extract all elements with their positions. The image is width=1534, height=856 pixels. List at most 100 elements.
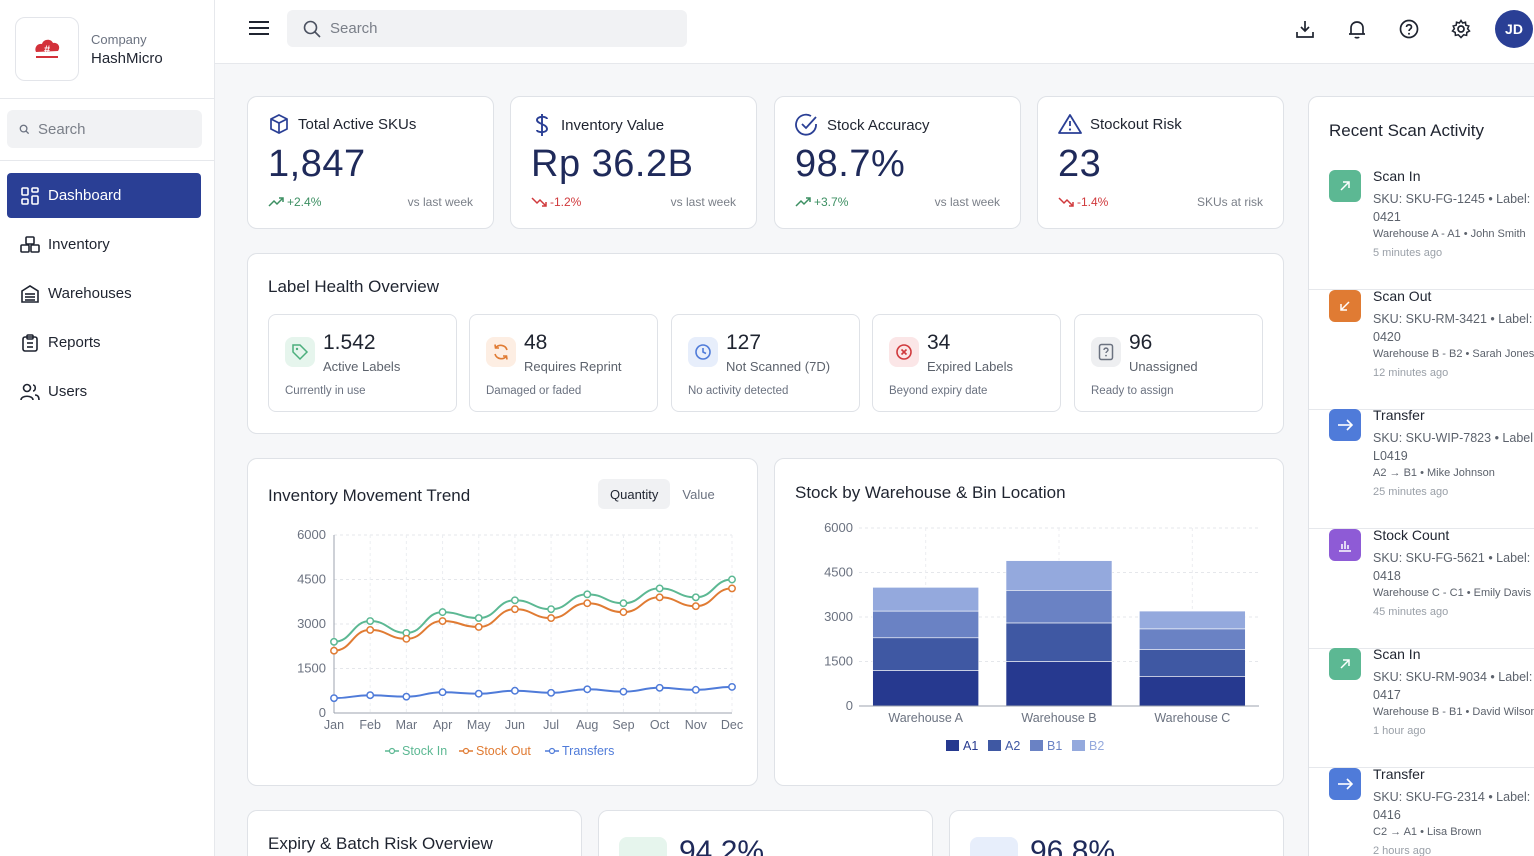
sidebar-item-reports[interactable]: Reports (7, 320, 201, 365)
expiry-title: Expiry & Batch Risk Overview (268, 834, 493, 853)
data-point (366, 617, 375, 625)
sidebar-item-inventory[interactable]: Inventory (7, 222, 201, 267)
x-tick-label: Warehouse A (888, 711, 963, 725)
kpi-delta: -1.4% (1058, 195, 1108, 209)
legend-label: Stock Out (476, 744, 531, 758)
activity-item[interactable]: Scan In SKU: SKU-RM-9034 • Label: L0417 Wa… (1309, 646, 1534, 768)
toggle-value[interactable]: Value (682, 486, 715, 502)
label-card-label: Not Scanned (7D) (726, 359, 831, 374)
settings-button[interactable] (1450, 18, 1472, 40)
sidebar-item-warehouses[interactable]: Warehouses (7, 271, 201, 316)
bottom-stat-value: 94.2% (679, 835, 765, 856)
activity-time: 12 minutes ago (1373, 366, 1449, 379)
sidebar-item-users[interactable]: Users (7, 369, 201, 414)
label-card-value: 34 (927, 331, 951, 354)
activity-meta: Warehouse A - A1 • John Smith (1373, 228, 1526, 240)
label-health-panel: Label Health Overview 1.542 Active Label… (247, 253, 1284, 434)
data-point (728, 584, 736, 593)
sidebar-item-dashboard[interactable]: Dashboard (7, 173, 201, 218)
legend-swatch (1072, 740, 1085, 751)
x-tick-label: Warehouse B (1021, 711, 1096, 725)
arrow-right-icon (1329, 767, 1361, 800)
label-card-expired[interactable]: 34 Expired Labels Beyond expiry date (872, 314, 1061, 412)
data-point (583, 599, 592, 608)
arrow-right-icon (1329, 409, 1361, 441)
trend-up-icon (268, 197, 284, 207)
topbar: Search JD (215, 0, 1534, 64)
global-search-input[interactable]: Search (287, 10, 687, 47)
label-card-unassigned[interactable]: 96 Unassigned Ready to assign (1074, 314, 1263, 412)
warehouse-icon (20, 284, 40, 304)
kpi-value: 1,847 (268, 143, 366, 185)
bar-segment (1005, 590, 1113, 624)
x-tick-label: Warehouse C (1154, 711, 1230, 725)
menu-toggle-button[interactable] (249, 20, 269, 41)
y-tick-label: 4500 (297, 572, 326, 587)
user-avatar[interactable]: JD (1495, 10, 1533, 48)
kpi-delta: +2.4% (268, 195, 321, 209)
activity-item[interactable]: Scan Out SKU: SKU-RM-3421 • Label: L0420 W… (1309, 288, 1534, 410)
sidebar-item-label: Reports (48, 334, 101, 351)
series-line (333, 587, 733, 652)
activity-type: Scan In (1373, 168, 1421, 184)
notifications-button[interactable] (1346, 18, 1368, 40)
label-card-label: Active Labels (323, 359, 401, 374)
activity-item[interactable]: Stock Count SKU: SKU-FG-5621 • Label: L04… (1309, 527, 1534, 649)
label-card-label: Requires Reprint (524, 359, 622, 374)
data-point (691, 593, 700, 602)
label-card-reprint[interactable]: 48 Requires Reprint Damaged or faded (469, 314, 658, 412)
x-tick-label: Dec (721, 718, 743, 732)
cube-icon (268, 113, 290, 135)
kpi-card-stock-accuracy: Stock Accuracy 98.7% +3.7% vs last week (774, 96, 1021, 229)
activity-detail: SKU: SKU-RM-3421 • Label: L0420 (1373, 311, 1534, 344)
label-card-value: 48 (524, 331, 548, 354)
activity-meta: Warehouse B - B2 • Sarah Jones (1373, 347, 1534, 360)
activity-time: 2 hours ago (1373, 844, 1432, 856)
data-point (474, 689, 483, 698)
y-tick-label: 3000 (824, 609, 853, 624)
global-search-placeholder: Search (330, 20, 378, 37)
label-card-active[interactable]: 1.542 Active Labels Currently in use (268, 314, 457, 412)
data-point (438, 617, 447, 625)
x-tick-label: Nov (685, 718, 708, 732)
label-card-sub: Currently in use (285, 385, 366, 397)
series-line (333, 685, 733, 700)
y-tick-label: 4500 (824, 565, 853, 580)
kpi-value: 23 (1058, 143, 1102, 185)
trend-down-icon (1058, 197, 1074, 207)
bar-segment (872, 670, 979, 707)
series-line (333, 578, 733, 643)
help-button[interactable] (1398, 18, 1420, 40)
bottom-stat-card-2: 96.8% (949, 810, 1284, 856)
activity-meta: C2 → A1 • Lisa Brown (1373, 825, 1482, 838)
data-point (330, 637, 338, 646)
legend-swatch (1030, 740, 1043, 751)
download-button[interactable] (1294, 18, 1316, 40)
brand: # Company HashMicro (0, 0, 214, 99)
label-card-label: Unassigned (1129, 359, 1198, 374)
x-tick-label: Aug (576, 718, 598, 732)
movement-chart-panel: Inventory Movement Trend Quantity Value … (247, 458, 758, 786)
activity-meta: Warehouse B - B1 • David Wilson (1373, 706, 1534, 718)
data-point (330, 694, 338, 703)
legend-label: B1 (1047, 739, 1062, 753)
activity-item[interactable]: Transfer SKU: SKU-FG-2314 • Label: L0416 C… (1309, 766, 1534, 856)
activity-type: Transfer (1373, 407, 1425, 423)
search-icon (19, 124, 30, 134)
kpi-note: vs last week (934, 195, 1000, 209)
sidebar-search-input[interactable]: Search (7, 110, 202, 148)
label-card-not-scanned[interactable]: 127 Not Scanned (7D) No activity detecte… (671, 314, 860, 412)
dashboard-icon (20, 186, 40, 206)
y-tick-label: 0 (319, 705, 326, 720)
x-tick-label: Sep (612, 718, 634, 732)
activity-item[interactable]: Transfer SKU: SKU-WIP-7823 • Label: L0419… (1309, 407, 1534, 529)
activity-item[interactable]: Scan In SKU: SKU-FG-1245 • Label: L0421 Wa… (1309, 168, 1534, 290)
company-logo[interactable]: # (15, 17, 79, 81)
recent-activity-panel: Recent Scan Activity Scan In SKU: SKU-FG-… (1308, 96, 1534, 856)
sidebar-item-label: Users (48, 383, 88, 400)
dollar-icon (531, 113, 553, 137)
kpi-title: Total Active SKUs (298, 115, 417, 133)
toggle-quantity[interactable]: Quantity (598, 479, 671, 509)
x-tick-label: Jan (324, 718, 344, 732)
arrow-up-right-icon (1329, 170, 1361, 202)
